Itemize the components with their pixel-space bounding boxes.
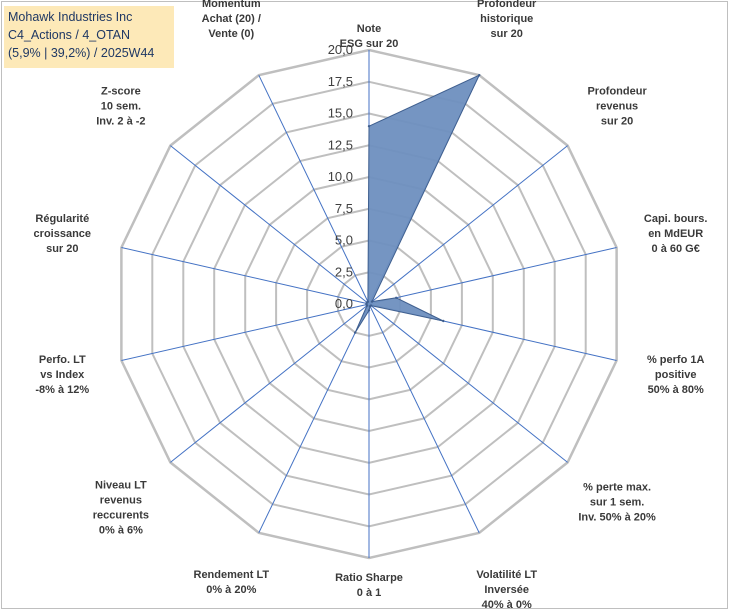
tick-label: 0,0	[335, 296, 353, 311]
axis-label: % perte max. sur 1 sem. Inv. 50% à 20%	[578, 482, 656, 524]
axis-label: Profondeur revenus sur 20	[587, 85, 647, 127]
tick-label: 2,5	[335, 264, 353, 279]
axis-label: Perfo. LT vs Index -8% à 12%	[35, 354, 89, 396]
spoke-line	[258, 74, 370, 305]
tick-label: 20,0	[328, 42, 353, 57]
data-point	[367, 309, 371, 312]
spoke-line	[170, 145, 370, 305]
title-box: Mohawk Industries Inc C4_Actions / 4_OTA…	[4, 6, 174, 68]
axis-label: Momentum Achat (20) / Vente (0)	[202, 0, 261, 40]
spoke-line	[121, 303, 370, 361]
spoke-line	[121, 247, 370, 305]
axis-label: Note ESG sur 20	[340, 23, 399, 50]
tick-label: 17,5	[328, 74, 353, 89]
title-line-company: Mohawk Industries Inc	[8, 10, 133, 24]
axis-label: Régularité croissance sur 20	[34, 213, 91, 255]
data-point	[395, 296, 398, 299]
data-point	[478, 74, 481, 77]
axis-label: Rendement LT 0% à 20%	[194, 569, 270, 596]
data-point	[442, 319, 445, 323]
tick-label: 15,0	[328, 106, 353, 121]
axis-label: Ratio Sharpe 0 à 1	[335, 572, 403, 599]
tick-label: 5,0	[335, 233, 353, 248]
axis-label: Volatilité LT Inversée 40% à 0%	[476, 569, 537, 610]
axis-label: Niveau LT revenus reccurents 0% à 6%	[93, 480, 149, 537]
title-line-category: C4_Actions / 4_OTAN	[8, 28, 131, 42]
spoke-line	[368, 145, 568, 305]
data-point	[367, 125, 371, 128]
spoke-line	[368, 247, 617, 305]
data-point	[366, 300, 370, 303]
tick-label: 7,5	[335, 201, 353, 216]
data-point	[368, 305, 372, 308]
tick-label: 12,5	[328, 137, 353, 152]
data-point	[354, 331, 357, 334]
axis-label: % perfo 1A positive 50% à 80%	[647, 354, 705, 396]
tick-label: 10,0	[328, 169, 353, 184]
spoke-line	[368, 303, 480, 534]
spoke-line	[170, 303, 370, 463]
axis-label: Profondeur historique sur 20	[477, 0, 537, 40]
title-line-stats: (5,9% | 39,2%) / 2025W44	[8, 46, 155, 60]
spoke-line	[258, 303, 370, 534]
axis-label: Z-score 10 sem. Inv. 2 à -2	[96, 85, 145, 127]
data-point	[370, 300, 374, 303]
spoke-line	[368, 303, 568, 463]
axis-label: Capi. bours. en MdEUR 0 à 60 G€	[644, 213, 708, 255]
